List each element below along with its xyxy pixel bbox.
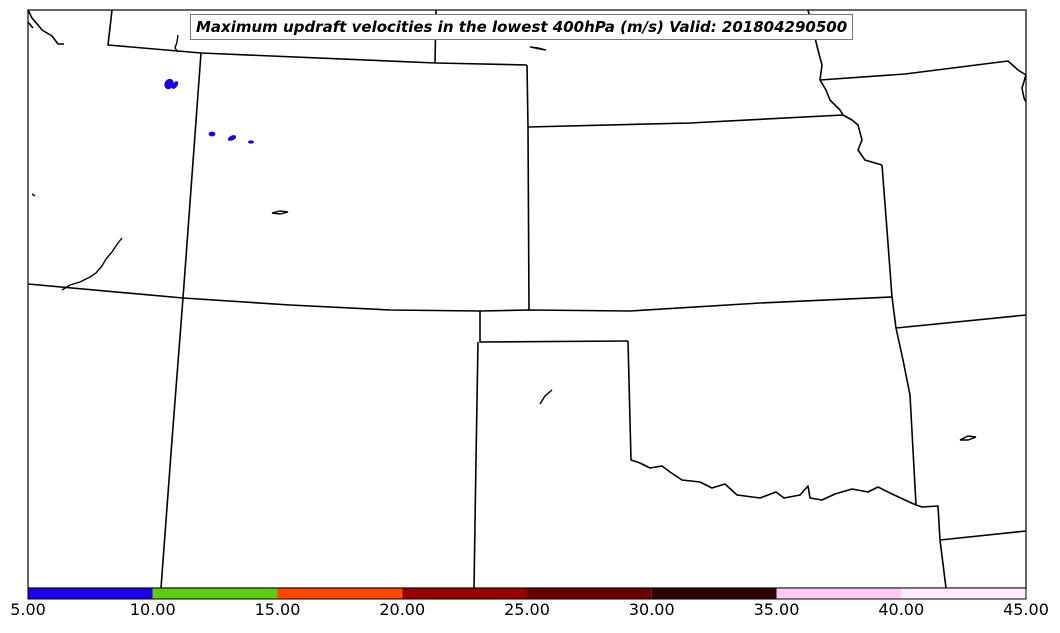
updraft-cell-2 <box>171 81 179 89</box>
colorbar-tick-label: 40.00 <box>878 600 925 619</box>
colorbar <box>27 587 1027 600</box>
colorbar-bin-4 <box>527 588 652 599</box>
lake-top-center <box>529 46 547 51</box>
colorbar-bin-6 <box>776 588 902 599</box>
south-dakota-nebraska-border <box>527 114 883 166</box>
oklahoma-texas-red-river <box>627 340 947 589</box>
lakes-and-reservoirs <box>31 34 977 441</box>
updraft-cell-3 <box>208 131 216 137</box>
reservoir-north-wyoming <box>174 34 179 53</box>
oklahoma-east-border <box>895 327 917 506</box>
colorbar-bin-2 <box>277 588 403 599</box>
colorbar-tick-label: 15.00 <box>254 600 301 619</box>
colorbar-tick-label: 10.00 <box>129 600 176 619</box>
oklahoma-panhandle-west <box>473 341 479 589</box>
updraft-cell-4 <box>227 135 237 141</box>
colorbar-bin-5 <box>651 588 777 599</box>
colorbar-tick-label: 25.00 <box>504 600 550 619</box>
utah-arizona-line <box>160 297 184 589</box>
river-upper-left <box>27 9 64 45</box>
reservoir-new-mexico <box>539 389 553 405</box>
colorado-new-mexico-line <box>479 311 629 343</box>
colorbar-tick-labels: 5.00 10.00 15.00 20.00 25.00 30.00 35.00 40.00 4… <box>0 600 1060 624</box>
colorbar-tick-label: 45.00 <box>1003 600 1049 619</box>
arkansas-louisiana-line <box>939 530 1027 541</box>
reservoir-arkansas <box>959 435 977 441</box>
colorbar-bin-0 <box>28 588 153 599</box>
colorbar-bin-1 <box>152 588 278 599</box>
missouri-south-border <box>895 314 1027 329</box>
colorbar-tick-label: 35.00 <box>753 600 800 619</box>
colorbar-bin-3 <box>402 588 527 599</box>
updraft-contours <box>164 78 254 144</box>
colorbar-tick-label: 20.00 <box>379 600 426 619</box>
reservoir-left-edge <box>31 193 36 197</box>
iowa-north-border <box>819 60 1027 81</box>
colorbar-bin-7 <box>901 588 1026 599</box>
reservoir-flaming-gorge <box>271 210 289 215</box>
colorbar-tick-label: 5.00 <box>10 600 46 619</box>
updraft-cell-5 <box>248 140 254 144</box>
wyoming-west-border <box>182 52 202 299</box>
reservoir-lake-powell <box>61 237 123 291</box>
state-boundaries <box>27 9 1027 589</box>
colorbar-frame <box>27 587 1027 600</box>
mississippi-top-right <box>1021 74 1027 103</box>
map-title: Maximum updraft velocities in the lowest… <box>190 14 854 40</box>
river-upper-left-2 <box>27 21 34 29</box>
colorbar-tick-label: 30.00 <box>628 600 675 619</box>
nebraska-kansas-east <box>881 164 897 329</box>
